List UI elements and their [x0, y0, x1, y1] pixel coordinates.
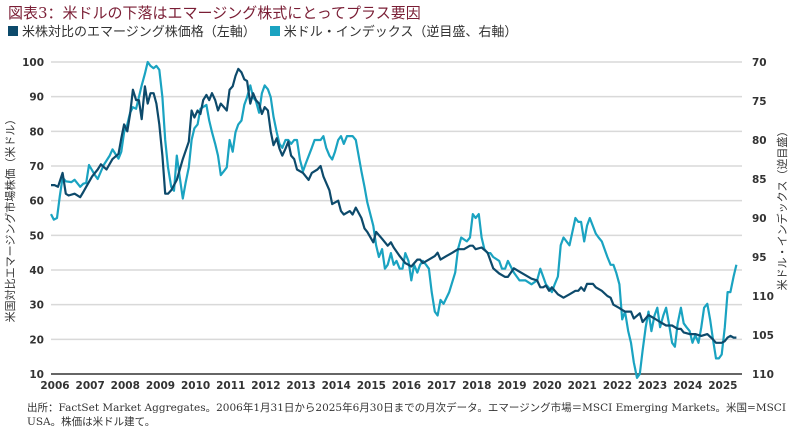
footnote-line-2: USA。株価は米ドル建て。: [27, 416, 156, 428]
right-tick-label: 80: [752, 135, 767, 147]
series-lines: [50, 60, 738, 379]
left-tick-label: 40: [29, 265, 44, 277]
left-tick-label: 80: [29, 126, 44, 138]
left-tick-label: 30: [29, 300, 44, 312]
gridlines: [51, 61, 742, 341]
right-tick-label: 85: [752, 174, 767, 186]
x-tick-label: 2021: [568, 380, 597, 392]
right-tick-label: 95: [752, 252, 767, 264]
left-axis-ticks: 100 90 80 70 60 50 40 30 20 10: [22, 57, 44, 381]
right-axis-ticks: 70 75 80 85 90 95 110 105 110: [752, 57, 774, 381]
series-line-em-relative: [51, 67, 737, 344]
x-tick-label: 2013: [286, 380, 315, 392]
x-tick-label: 2023: [638, 380, 667, 392]
right-tick-label: 75: [752, 96, 767, 108]
x-tick-label: 2017: [427, 380, 456, 392]
left-tick-label: 50: [29, 230, 44, 242]
x-tick-label: 2012: [251, 380, 280, 392]
legend-swatch-dollar-index: [269, 25, 280, 36]
legend-item-em-relative: 米株対比のエマージング株価格（左軸）: [8, 21, 256, 40]
chart-title: 図表3：米ドルの下落はエマージング株式にとってプラス要因: [8, 4, 421, 22]
x-tick-label: 2025: [708, 380, 737, 392]
footnote-line-1: 出所：FactSet Market Aggregates。2006年1月31日か…: [27, 402, 786, 414]
x-tick-label: 2008: [111, 380, 140, 392]
right-tick-label: 105: [752, 330, 774, 342]
x-tick-label: 2011: [216, 380, 245, 392]
x-tick-label: 2022: [603, 380, 632, 392]
left-tick-label: 10: [29, 369, 44, 381]
left-axis-title: 米国対比エマージング市場株価（米ドル）: [3, 114, 17, 323]
legend-label-em-relative: 米株対比のエマージング株価格（左軸）: [22, 25, 256, 40]
x-axis-ticks: 2006 2007 2008 2009 2010 2011 2012 2013 2014 2015…: [40, 380, 737, 392]
series-line-dollar-index: [50, 60, 738, 379]
x-tick-label: 2009: [146, 380, 175, 392]
x-tick-label: 2020: [532, 380, 561, 392]
x-tick-label: 2016: [392, 380, 421, 392]
x-tick-label: 2007: [76, 380, 105, 392]
x-tick-label: 2010: [181, 380, 210, 392]
legend-label-dollar-index: 米ドル・インデックス（逆目盛、右軸）: [283, 25, 518, 40]
left-tick-label: 70: [29, 161, 44, 173]
left-tick-label: 60: [29, 196, 44, 208]
legend-item-dollar-index: 米ドル・インデックス（逆目盛、右軸）: [269, 21, 518, 40]
right-tick-label: 110: [752, 291, 774, 303]
right-axis-title: 米ドル・インデックス（逆目盛）: [775, 126, 789, 291]
x-tick-label: 2019: [497, 380, 526, 392]
left-tick-label: 100: [22, 57, 44, 69]
left-tick-label: 90: [29, 92, 44, 104]
right-tick-label: 70: [752, 57, 767, 69]
x-tick-label: 2014: [322, 380, 351, 392]
right-tick-label: 90: [752, 213, 767, 225]
x-tick-label: 2006: [40, 380, 69, 392]
footnote: 出所：FactSet Market Aggregates。2006年1月31日か…: [27, 401, 787, 429]
x-tick-label: 2015: [357, 380, 386, 392]
x-tick-label: 2024: [673, 380, 702, 392]
left-tick-label: 20: [29, 334, 44, 346]
legend: 米株対比のエマージング株価格（左軸） 米ドル・インデックス（逆目盛、右軸）: [8, 21, 531, 40]
x-tick-label: 2018: [462, 380, 491, 392]
right-tick-label: 110: [752, 369, 774, 381]
legend-swatch-em-relative: [8, 25, 18, 36]
